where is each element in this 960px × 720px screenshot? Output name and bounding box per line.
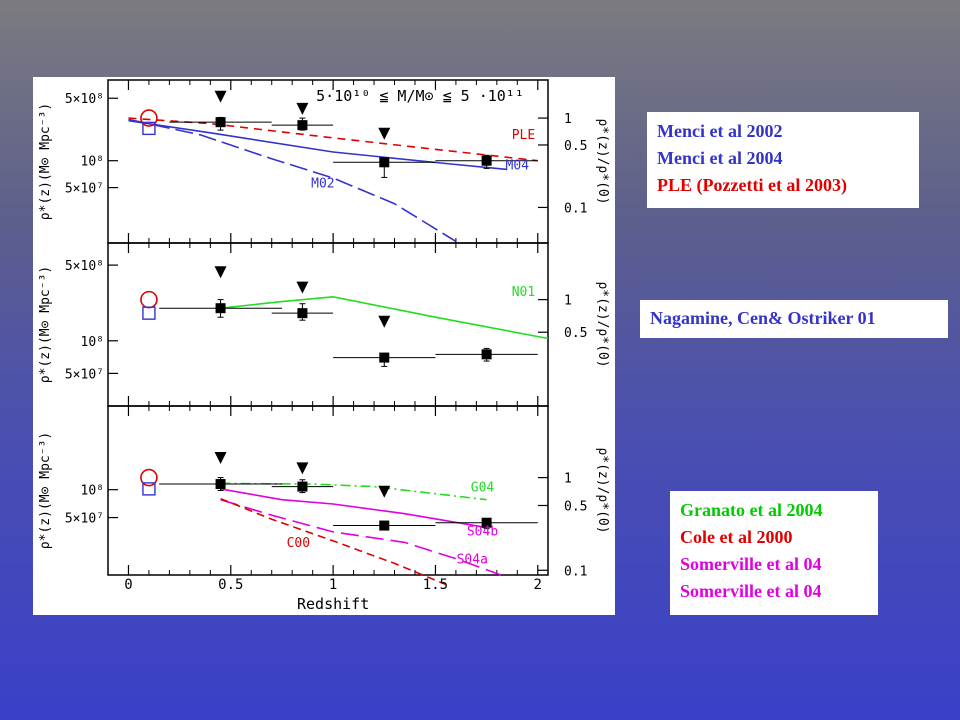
- data-point-square: [481, 517, 492, 528]
- data-point-square: [297, 120, 308, 131]
- legend-entry-menci-2004: Menci et al 2004: [657, 148, 783, 168]
- data-point-square: [215, 303, 226, 314]
- y-right-tick-label: 0.5: [564, 139, 587, 154]
- y-right-tick-label: 0.5: [564, 326, 587, 341]
- local-reference-circle: [140, 290, 158, 309]
- x-axis-label: Redshift: [297, 595, 369, 613]
- model-label-c00: C00: [287, 536, 310, 551]
- data-point-square: [215, 117, 226, 128]
- left-axis-label: ρ*(z)(M⊙ Mpc⁻³): [38, 266, 53, 383]
- series-n01: [220, 295, 549, 340]
- local-reference-circle: [140, 109, 158, 127]
- left-axis-label: ρ*(z)(M⊙ Mpc⁻³): [38, 432, 53, 549]
- panel-frame-3: [107, 405, 549, 576]
- data-point-square: [379, 520, 390, 531]
- x-tick-label: 2: [534, 577, 542, 593]
- data-point-square: [379, 157, 390, 168]
- legend-entry-ple: PLE (Pozzetti et al 2003): [657, 175, 847, 195]
- y-right-tick-label: 1: [564, 472, 572, 487]
- y-tick-label: 10⁸: [81, 335, 104, 350]
- legend-models-middle: Nagamine, Cen& Ostriker 01: [640, 300, 948, 338]
- y-right-tick-label: 1: [564, 112, 572, 127]
- local-reference-circle: [140, 468, 158, 487]
- model-label-n01: N01: [512, 285, 535, 300]
- model-label-s04a: S04a: [457, 552, 488, 567]
- series-c00: [220, 497, 447, 586]
- chart-figure: 5×10⁸ 10⁸ 5×10⁷ 1 0.5 0.1 PLE M04 M02 ρ*(z)(M⊙ Mp…: [33, 77, 615, 615]
- y-tick-label: 5×10⁷: [65, 182, 104, 197]
- y-right-tick-label: 0.5: [564, 499, 587, 514]
- upper-limit-triangle: [296, 281, 309, 294]
- legend-models-top: Menci et al 2002 Menci et al 2004 PLE (P…: [647, 112, 919, 208]
- legend-entry-nagamine: Nagamine, Cen& Ostriker 01: [650, 308, 876, 328]
- legend-entry-menci-2002: Menci et al 2002: [657, 121, 783, 141]
- model-label-m04: M04: [506, 158, 530, 173]
- y-tick-label: 5×10⁸: [65, 259, 104, 274]
- stellar-mass-density-chart: 5×10⁸ 10⁸ 5×10⁷ 1 0.5 0.1 PLE M04 M02 ρ*(z)(M⊙ Mp…: [38, 79, 610, 613]
- x-tick-label: 0: [124, 577, 132, 593]
- series-s04b: [220, 488, 487, 529]
- local-reference-square: [142, 121, 156, 136]
- upper-limit-triangle: [296, 462, 309, 475]
- x-tick-label: 1.5: [423, 577, 448, 593]
- series-ple: [128, 117, 538, 162]
- local-reference-square: [142, 482, 156, 496]
- data-point-square: [481, 349, 492, 360]
- legend-entry-somerville-1: Somerville et al 04: [680, 554, 822, 574]
- series-m04: [128, 119, 508, 171]
- left-axis-label: ρ*(z)(M⊙ Mpc⁻³): [38, 103, 53, 220]
- upper-limit-triangle: [378, 485, 391, 498]
- y-tick-label: 5×10⁷: [65, 367, 104, 382]
- y-tick-label: 5×10⁷: [65, 512, 104, 527]
- upper-limit-triangle: [378, 315, 391, 328]
- x-tick-label: 0.5: [218, 577, 243, 593]
- local-reference-square: [142, 306, 156, 320]
- upper-limit-triangle: [378, 127, 391, 140]
- data-point-square: [297, 308, 308, 319]
- data-point-square: [379, 352, 390, 363]
- series-m02: [128, 118, 457, 243]
- y-right-tick-label: 0.1: [564, 564, 587, 579]
- model-label-ple: PLE: [512, 128, 535, 143]
- y-tick-label: 10⁸: [81, 484, 104, 499]
- chart-title: 5·10¹⁰ ≦ M/M⊙ ≦ 5 ·10¹¹: [316, 87, 524, 105]
- panel-frame-2: [107, 242, 549, 407]
- model-label-m02: M02: [311, 177, 334, 192]
- model-label-g04: G04: [471, 481, 495, 496]
- model-label-s04b: S04b: [467, 525, 498, 540]
- x-tick-label: 1: [329, 577, 337, 593]
- y-tick-label: 5×10⁸: [65, 92, 104, 107]
- y-right-tick-label: 0.1: [564, 201, 587, 216]
- series-s04a: [220, 498, 502, 576]
- y-tick-label: 10⁸: [81, 155, 104, 170]
- upper-limit-triangle: [214, 266, 227, 279]
- series-g04: [220, 482, 487, 501]
- data-point-square: [297, 481, 308, 492]
- data-point-square: [481, 155, 492, 166]
- right-axis-label: ρ*(z)/ρ*(0): [595, 447, 610, 533]
- legend-entry-cole: Cole et al 2000: [680, 527, 793, 547]
- upper-limit-triangle: [214, 451, 227, 464]
- y-right-tick-label: 1: [564, 294, 572, 309]
- upper-limit-triangle: [214, 90, 227, 103]
- legend-models-bottom: Granato et al 2004 Cole et al 2000 Somer…: [670, 491, 878, 615]
- legend-entry-granato: Granato et al 2004: [680, 500, 823, 520]
- right-axis-label: ρ*(z)/ρ*(0): [595, 118, 610, 204]
- legend-entry-somerville-2: Somerville et al 04: [680, 581, 822, 601]
- right-axis-label: ρ*(z)/ρ*(0): [595, 281, 610, 367]
- data-point-square: [215, 479, 226, 490]
- upper-limit-triangle: [296, 102, 309, 115]
